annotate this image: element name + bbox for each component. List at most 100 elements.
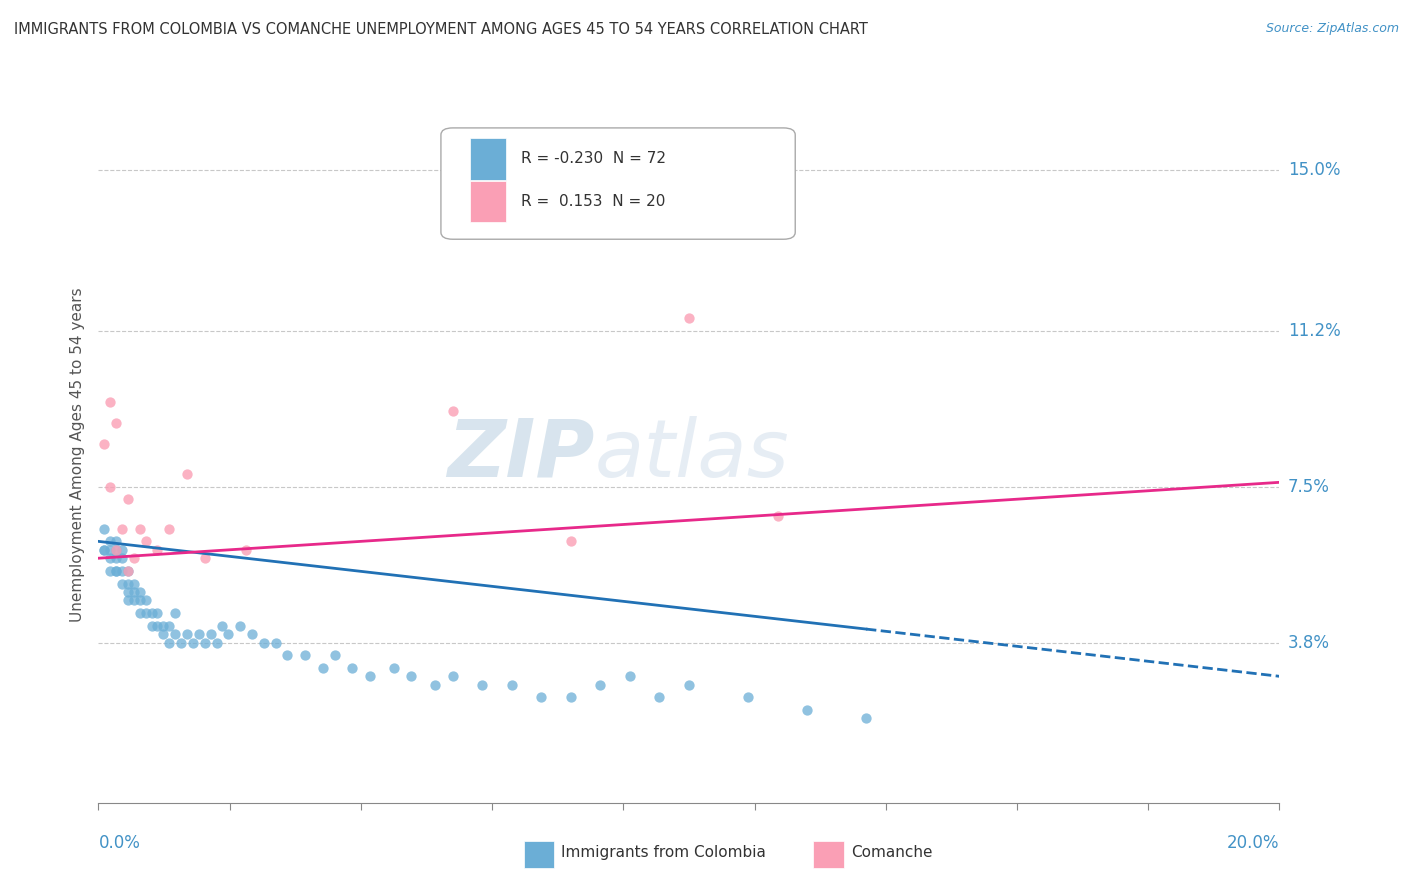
Y-axis label: Unemployment Among Ages 45 to 54 years: Unemployment Among Ages 45 to 54 years <box>69 287 84 623</box>
Point <box>401 669 423 683</box>
Point <box>98 479 121 493</box>
Point <box>181 635 204 649</box>
Point <box>176 467 198 481</box>
Bar <box>813 841 844 868</box>
Point <box>229 618 252 632</box>
Point <box>441 669 464 683</box>
Point <box>176 627 198 641</box>
Point <box>501 678 523 692</box>
Point <box>146 542 169 557</box>
Point <box>157 522 180 536</box>
Point <box>648 690 671 705</box>
Point <box>560 534 582 549</box>
Point <box>194 551 217 566</box>
Text: 15.0%: 15.0% <box>1288 161 1340 179</box>
Point <box>253 635 276 649</box>
Point <box>194 635 217 649</box>
Text: 7.5%: 7.5% <box>1288 477 1330 496</box>
Text: R =  0.153  N = 20: R = 0.153 N = 20 <box>522 194 665 209</box>
Point <box>323 648 346 663</box>
Point <box>342 661 364 675</box>
Point <box>128 522 150 536</box>
Bar <box>471 137 506 179</box>
Point <box>423 678 446 692</box>
Point <box>678 678 700 692</box>
Point <box>619 669 641 683</box>
Point <box>152 618 174 632</box>
Text: Comanche: Comanche <box>851 846 932 861</box>
Point <box>128 606 150 620</box>
Point <box>117 564 139 578</box>
Point <box>165 606 187 620</box>
Point <box>294 648 316 663</box>
Text: 3.8%: 3.8% <box>1288 633 1330 651</box>
Point <box>98 551 121 566</box>
Point <box>205 635 228 649</box>
Point <box>122 585 145 599</box>
Point <box>240 627 263 641</box>
Point <box>105 542 128 557</box>
Point <box>98 564 121 578</box>
Text: 20.0%: 20.0% <box>1227 834 1279 852</box>
Text: Source: ZipAtlas.com: Source: ZipAtlas.com <box>1265 22 1399 36</box>
Point <box>122 551 145 566</box>
Bar <box>471 181 506 222</box>
Bar <box>523 841 554 868</box>
Point <box>135 606 157 620</box>
Point <box>141 618 163 632</box>
Point <box>111 542 134 557</box>
Text: Immigrants from Colombia: Immigrants from Colombia <box>561 846 766 861</box>
Text: IMMIGRANTS FROM COLOMBIA VS COMANCHE UNEMPLOYMENT AMONG AGES 45 TO 54 YEARS CORR: IMMIGRANTS FROM COLOMBIA VS COMANCHE UNE… <box>14 22 868 37</box>
Point <box>122 576 145 591</box>
Text: ZIP: ZIP <box>447 416 595 494</box>
Point <box>264 635 287 649</box>
Point <box>560 690 582 705</box>
Point <box>276 648 298 663</box>
Point <box>359 669 381 683</box>
Point <box>157 635 180 649</box>
Point <box>235 542 257 557</box>
Point <box>117 593 139 607</box>
Point <box>141 606 163 620</box>
Point <box>117 576 139 591</box>
Point <box>111 522 134 536</box>
Point <box>152 627 174 641</box>
Point <box>441 403 464 417</box>
Point <box>117 492 139 507</box>
Point <box>135 593 157 607</box>
Point <box>111 564 134 578</box>
Point <box>382 661 405 675</box>
Point <box>796 703 818 717</box>
Point <box>105 564 128 578</box>
Point <box>312 661 335 675</box>
Text: 0.0%: 0.0% <box>98 834 141 852</box>
Point <box>111 576 134 591</box>
FancyBboxPatch shape <box>441 128 796 239</box>
Point <box>128 593 150 607</box>
Point <box>117 564 139 578</box>
Point <box>165 627 187 641</box>
Point <box>105 564 128 578</box>
Point <box>187 627 209 641</box>
Point <box>105 542 128 557</box>
Point <box>93 437 115 451</box>
Point <box>111 551 134 566</box>
Point <box>105 417 128 431</box>
Point <box>93 542 115 557</box>
Point <box>98 534 121 549</box>
Point <box>170 635 193 649</box>
Point <box>135 534 157 549</box>
Point <box>105 551 128 566</box>
Point <box>93 542 115 557</box>
Point <box>471 678 494 692</box>
Point <box>678 310 700 325</box>
Point <box>105 534 128 549</box>
Point <box>93 522 115 536</box>
Point <box>589 678 612 692</box>
Point <box>855 711 877 725</box>
Point <box>200 627 222 641</box>
Point <box>117 585 139 599</box>
Point <box>530 690 553 705</box>
Point <box>146 606 169 620</box>
Point <box>211 618 233 632</box>
